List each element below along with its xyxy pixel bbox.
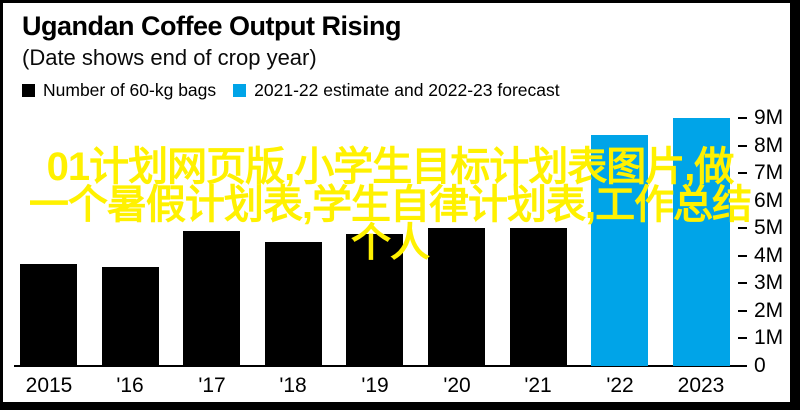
y-axis-tick-mark (738, 365, 747, 367)
x-axis-label: '16 (116, 374, 144, 397)
bar-21 (510, 228, 567, 366)
y-axis-tick-mark (738, 200, 747, 202)
x-axis-label: 2015 (25, 374, 73, 397)
y-axis-label: 6M (754, 189, 784, 212)
y-axis-tick-mark (738, 117, 747, 119)
legend-item-bags: Number of 60-kg bags (22, 80, 216, 101)
x-axis-label: 2023 (677, 374, 725, 397)
y-axis-tick-mark (738, 337, 747, 339)
y-axis-label: 1M (754, 326, 784, 349)
y-axis-label: 7M (754, 161, 784, 184)
y-axis-tick-mark (738, 310, 747, 312)
bar-22 (591, 135, 648, 366)
x-axis-label: '20 (443, 374, 471, 397)
x-axis-label: '21 (524, 374, 552, 397)
y-axis-label: 2M (754, 299, 784, 322)
legend: Number of 60-kg bags 2021-22 estimate an… (22, 80, 560, 101)
y-axis-tick-mark (738, 172, 747, 174)
bar-19 (346, 234, 403, 366)
y-axis-label: 3M (754, 271, 784, 294)
x-axis-label: '17 (198, 374, 226, 397)
y-axis-tick-mark (738, 255, 747, 257)
bar-17 (183, 231, 240, 366)
legend-swatch-blue-icon (233, 84, 247, 97)
y-axis-label: 0 (754, 354, 766, 377)
y-axis-label: 8M (754, 134, 784, 157)
x-axis-baseline (14, 365, 746, 367)
y-axis-tick-mark (738, 282, 747, 284)
y-axis-tick-mark (738, 227, 747, 229)
legend-label-bags: Number of 60-kg bags (43, 80, 217, 100)
y-axis-tick-mark (738, 145, 747, 147)
chart-title: Ugandan Coffee Output Rising (22, 11, 401, 41)
y-axis-label: 9M (754, 106, 784, 129)
bar-20 (428, 228, 485, 366)
chart-subtitle: (Date shows end of crop year) (22, 45, 317, 70)
bar-18 (265, 242, 322, 366)
y-axis-label: 5M (754, 216, 784, 239)
bar-2023 (673, 118, 730, 366)
legend-item-forecast: 2021-22 estimate and 2022-23 forecast (233, 80, 560, 101)
legend-label-forecast: 2021-22 estimate and 2022-23 forecast (254, 80, 560, 100)
bar-16 (102, 267, 159, 366)
bar-2015 (20, 264, 77, 366)
x-axis-label: '18 (279, 374, 307, 397)
x-axis-label: '19 (361, 374, 389, 397)
x-axis-label: '22 (606, 374, 634, 397)
legend-swatch-black-icon (22, 84, 35, 97)
y-axis-label: 4M (754, 244, 784, 267)
